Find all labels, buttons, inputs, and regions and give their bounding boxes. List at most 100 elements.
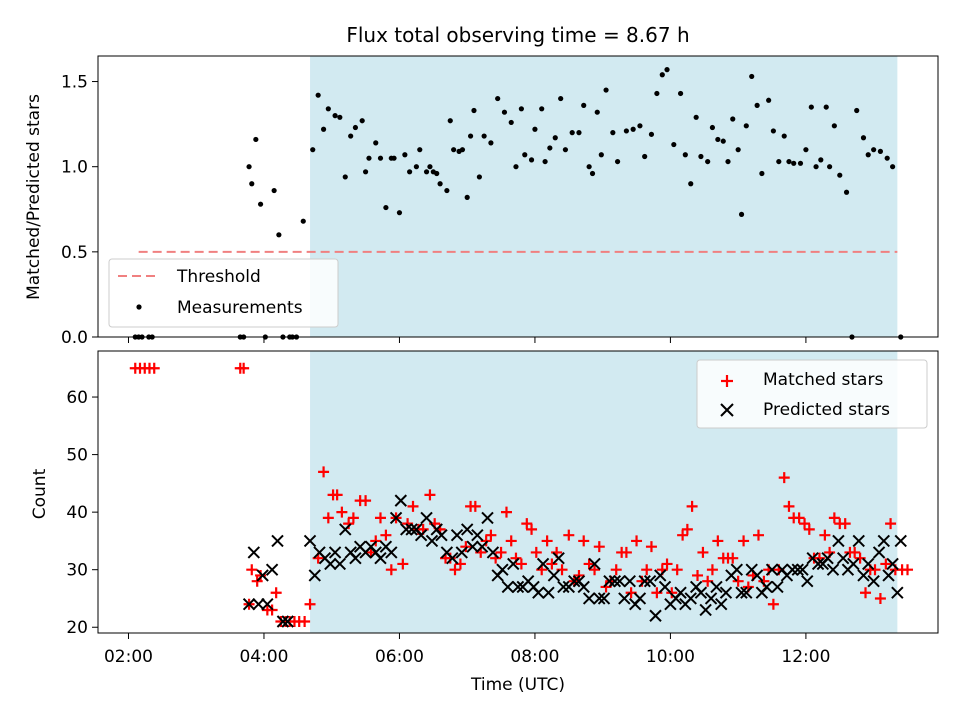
measurement-point	[884, 155, 890, 161]
measurement-point	[402, 152, 408, 158]
measurement-point	[451, 147, 457, 153]
predicted-star-point	[450, 528, 464, 542]
predicted-star-point	[414, 528, 428, 542]
matched-star-point	[661, 558, 673, 570]
bottom-y-tick-label: 60	[66, 388, 88, 408]
top-y-tick-label: 1.0	[61, 158, 88, 178]
matched-star-point	[322, 512, 334, 524]
x-tick-label: 02:00	[104, 647, 153, 667]
measurement-point	[877, 148, 884, 154]
bottom-y-axis-label: Count	[30, 468, 50, 519]
predicted-star-point	[786, 563, 799, 576]
matched-star-point	[874, 592, 886, 604]
predicted-star-point	[618, 592, 631, 605]
measurement-point	[562, 147, 569, 153]
matched-star-point	[860, 587, 872, 599]
measurement-point	[890, 164, 896, 170]
measurement-point	[854, 107, 860, 114]
measurement-point	[342, 174, 348, 180]
measurement-point	[671, 141, 677, 148]
predicted-star-point	[603, 574, 616, 588]
measurement-point	[315, 92, 321, 98]
measurement-point	[276, 232, 282, 238]
predicted-star-point	[791, 563, 804, 576]
bottom-y-tick-label: 50	[66, 446, 88, 466]
measurement-point	[803, 147, 809, 153]
top-x-axis-ticks	[127, 337, 807, 343]
matched-star-point	[255, 569, 267, 581]
matched-star-point	[148, 362, 160, 374]
matched-star-point	[839, 518, 851, 530]
predicted-star-point	[801, 574, 814, 588]
predicted-star-point	[511, 580, 525, 594]
matched-star-point	[671, 564, 683, 576]
matched-star-point	[304, 598, 316, 610]
predicted-star-point	[242, 598, 256, 611]
matched-star-point	[593, 541, 605, 553]
measurement-point	[332, 113, 338, 119]
matched-star-point	[803, 523, 815, 535]
predicted-star-point	[649, 609, 662, 622]
matched-star-point	[631, 535, 643, 547]
predicted-star-point	[455, 546, 468, 559]
matched-star-point	[505, 535, 517, 547]
top-axes-frame	[97, 55, 939, 338]
measurement-point	[417, 147, 423, 153]
predicted-star-point	[877, 534, 891, 548]
predicted-star-point	[796, 563, 809, 576]
measurement-point	[552, 135, 558, 141]
measurement-point	[413, 164, 419, 170]
predicted-star-point	[446, 551, 459, 565]
measurement-point	[786, 158, 792, 165]
measurement-point	[522, 152, 528, 158]
legend-predicted-label: Predicted stars	[763, 400, 890, 420]
measurement-point	[547, 145, 553, 151]
matched-star-point	[347, 512, 359, 524]
measurement-point	[677, 90, 684, 97]
measurement-point	[586, 164, 592, 170]
top-panel: 0.0 0.5 1.0 1.5 Flux total observing time =…	[24, 23, 939, 348]
predicted-star-point	[460, 523, 474, 536]
matched-star-point	[880, 558, 892, 570]
matched-star-point	[500, 506, 512, 518]
predicted-star-point	[735, 586, 748, 599]
predicted-star-point	[872, 546, 886, 559]
x-tick-label: 04:00	[239, 647, 288, 667]
measurement-point	[709, 124, 716, 131]
predicted-star-point	[276, 615, 290, 628]
matched-star-point	[727, 552, 739, 564]
measurement-point	[730, 116, 736, 122]
top-y-axis-ticks: 0.0 0.5 1.0 1.5	[61, 73, 98, 348]
matched-star-point	[738, 535, 750, 547]
measurement-point	[407, 169, 413, 175]
matched-star-point	[530, 546, 542, 558]
measurement-point	[637, 123, 643, 129]
measurement-point	[725, 158, 731, 165]
matched-star-point	[546, 558, 558, 570]
predicted-star-point	[271, 534, 284, 548]
predicted-star-point	[435, 528, 448, 542]
measurement-point	[623, 128, 629, 134]
measurement-point	[682, 152, 688, 158]
measurement-point	[391, 155, 397, 161]
matched-star-point	[885, 518, 897, 530]
predicted-star-point	[568, 574, 581, 588]
measurement-point	[359, 118, 365, 124]
measurement-point	[808, 104, 814, 110]
measurement-point	[300, 218, 306, 224]
measurement-point	[759, 170, 765, 177]
measurement-point	[598, 152, 604, 158]
measurement-point	[320, 126, 327, 132]
measurement-point	[348, 133, 354, 139]
matched-star-point	[589, 564, 601, 576]
matched-star-point	[677, 529, 689, 541]
predicted-star-point	[588, 557, 601, 571]
predicted-star-point	[532, 586, 545, 599]
matched-star-point	[732, 575, 744, 587]
measurement-point	[614, 158, 621, 165]
measurement-point	[603, 87, 609, 93]
predicted-star-point	[349, 551, 362, 565]
predicted-star-point	[552, 551, 565, 565]
measurement-point	[352, 124, 359, 131]
